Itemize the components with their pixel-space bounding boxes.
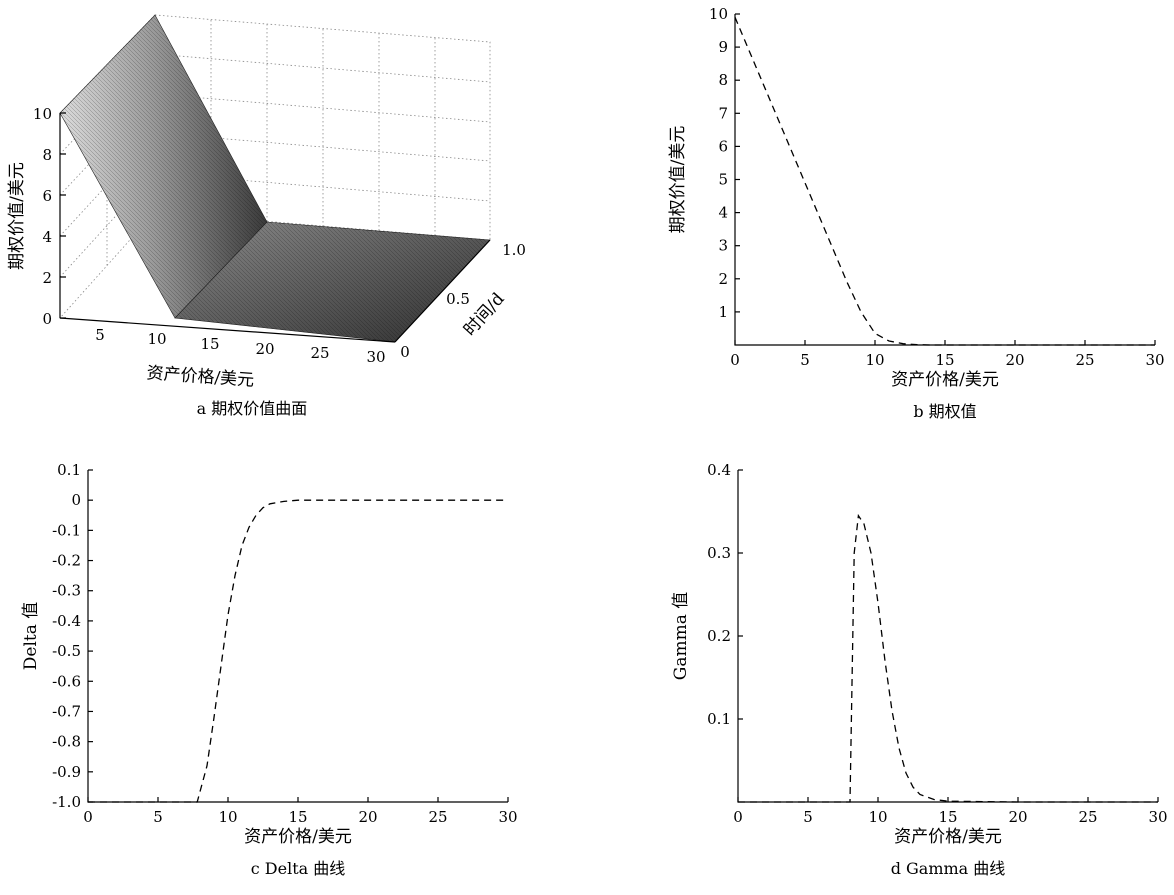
panel-c-delta: 0 5 10 15 20 25 30 0.1 0 -0.1 -0.2 -0.3 -0.4 -0.5 -0.6… (21, 461, 518, 878)
panel-b-xtick-2: 10 (865, 351, 884, 369)
panel-b-ytick-0: 1 (718, 303, 728, 321)
panel-c-axes (87, 470, 508, 803)
panel-a-x-ticks: 5 10 15 20 25 30 (95, 326, 385, 366)
panel-d-caption: d Gamma 曲线 (891, 859, 1006, 878)
panel-d-xtick-1: 5 (803, 808, 813, 826)
panel-b-ytick-4: 5 (718, 171, 728, 189)
panel-b-series-line (734, 17, 1155, 346)
panel-d-ytick-0: 0.1 (707, 710, 731, 728)
panel-c-xtick-4: 20 (358, 808, 377, 826)
panel-a-xtick-5: 5 (95, 326, 105, 344)
panel-a-ztick-10: 10 (33, 105, 52, 123)
panel-b-option-value: 0 5 10 15 20 25 30 1 2 3 4 5 6 7 8 9 10 资产价格/美元 期权价值/美元 b 期… (668, 5, 1165, 421)
panel-c-ytick-6: -0.5 (52, 642, 81, 660)
panel-c-ytick-8: -0.7 (52, 702, 81, 720)
panel-a-ztick-6: 6 (42, 187, 52, 205)
panel-c-xtick-3: 15 (288, 808, 307, 826)
panel-a-xtick-30: 30 (366, 348, 385, 366)
panel-c-ytick-1: 0 (71, 491, 81, 509)
panel-a-ztick-4: 4 (42, 228, 52, 246)
panel-d-ytick-3: 0.4 (707, 461, 731, 479)
panel-b-ytick-7: 8 (718, 71, 728, 89)
panel-c-xtick-1: 5 (153, 808, 163, 826)
panel-a-z-ticks: 0 2 4 6 8 10 (33, 105, 66, 328)
panel-a-caption: a 期权价值曲面 (197, 399, 308, 418)
panel-b-caption: b 期权值 (913, 402, 976, 421)
panel-c-series-line (88, 499, 508, 803)
panel-a-xtick-20: 20 (255, 340, 274, 358)
panel-b-xtick-4: 20 (1005, 351, 1024, 369)
panel-d-xtick-4: 20 (1008, 808, 1027, 826)
panel-c-ytick-2: -0.1 (52, 521, 81, 539)
panel-d-xtick-0: 0 (733, 808, 743, 826)
panel-a-xtick-25: 25 (310, 344, 329, 362)
panel-a-ytick-05: 0.5 (446, 290, 470, 308)
panel-b-xtick-6: 30 (1145, 351, 1164, 369)
panel-c-ytick-7: -0.6 (52, 672, 81, 690)
panel-c-ytick-3: -0.2 (52, 552, 81, 570)
panel-d-gamma: 0 5 10 15 20 25 30 0.1 0.2 0.3 0.4 资产价格/美元 Gamma 值 d … (671, 461, 1168, 878)
panel-c-caption: c Delta 曲线 (251, 859, 346, 878)
panel-d-xtick-6: 30 (1148, 808, 1167, 826)
panel-d-axes (737, 470, 1158, 803)
panel-d-xtick-2: 10 (868, 808, 887, 826)
panel-a-zlabel: 期权价值/美元 (7, 162, 27, 270)
panel-d-xtick-3: 15 (938, 808, 957, 826)
panel-b-xtick-0: 0 (730, 351, 740, 369)
panel-b-xtick-1: 5 (800, 351, 810, 369)
panel-b-ytick-8: 9 (718, 38, 728, 56)
panel-c-ytick-9: -0.8 (52, 733, 81, 751)
panel-b-ytick-2: 3 (718, 237, 728, 255)
panel-a-xlabel: 资产价格/美元 (146, 363, 255, 390)
panel-b-axes (734, 14, 1155, 346)
panel-b-ytick-5: 6 (718, 137, 728, 155)
panel-b-ytick-1: 2 (718, 270, 728, 288)
panel-b-xtick-5: 25 (1075, 351, 1094, 369)
panel-a-y-ticks: 0 0.5 1.0 (400, 241, 526, 361)
panel-a-ztick-8: 8 (42, 146, 52, 164)
panel-c-xtick-0: 0 (83, 808, 93, 826)
panel-d-ytick-1: 0.2 (707, 627, 731, 645)
panel-c-ytick-0: 0.1 (57, 461, 81, 479)
panel-b-ytick-3: 4 (718, 204, 728, 222)
panel-b-ytick-9: 10 (709, 5, 728, 23)
panel-a-xtick-10: 10 (147, 330, 166, 348)
panel-b-xlabel: 资产价格/美元 (891, 370, 999, 390)
panel-a-surface: 0 2 4 6 8 10 5 10 15 20 25 30 0 0.5 1.0 … (7, 14, 526, 418)
panel-d-xlabel: 资产价格/美元 (894, 827, 1002, 847)
panel-a-ytick-1: 1.0 (502, 241, 526, 259)
panel-a-ztick-0: 0 (42, 310, 52, 328)
panel-c-ytick-4: -0.3 (52, 582, 81, 600)
panel-b-ylabel: 期权价值/美元 (668, 126, 688, 234)
panel-d-series-line (738, 513, 1158, 803)
panel-c-ytick-11: -1.0 (52, 793, 81, 811)
panel-b-ytick-6: 7 (718, 104, 728, 122)
panel-a-xtick-15: 15 (200, 335, 219, 353)
panel-c-xtick-2: 10 (218, 808, 237, 826)
panel-c-ytick-10: -0.9 (52, 763, 81, 781)
panel-d-ytick-2: 0.3 (707, 544, 731, 562)
panel-d-ylabel: Gamma 值 (671, 592, 691, 681)
panel-c-xtick-6: 30 (498, 808, 517, 826)
panel-c-ytick-5: -0.4 (52, 612, 81, 630)
panel-c-ylabel: Delta 值 (21, 602, 41, 671)
panel-d-xtick-5: 25 (1078, 808, 1097, 826)
panel-a-ytick-0: 0 (400, 343, 410, 361)
panel-c-xlabel: 资产价格/美元 (244, 827, 352, 847)
panel-c-xtick-5: 25 (428, 808, 447, 826)
panel-a-ztick-2: 2 (42, 269, 52, 287)
panel-b-xtick-3: 15 (935, 351, 954, 369)
